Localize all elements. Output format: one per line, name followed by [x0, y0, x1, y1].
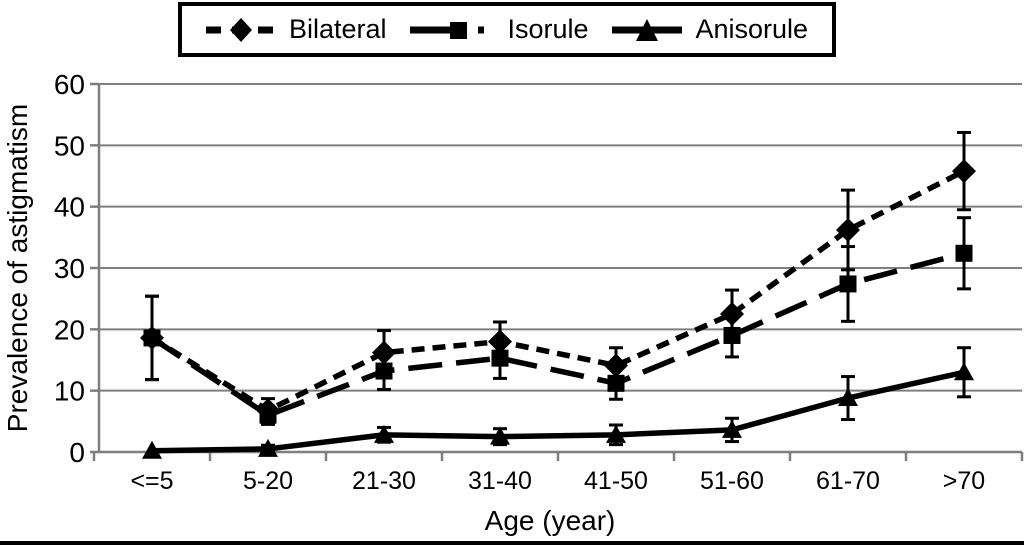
svg-text:10: 10: [54, 376, 85, 407]
svg-text:5-20: 5-20: [243, 467, 293, 495]
svg-text:31-40: 31-40: [468, 467, 532, 495]
legend-label-bilateral: Bilateral: [289, 14, 387, 44]
legend-item-isorule: Isorule: [410, 14, 589, 45]
figure-bottom-border: [0, 541, 1024, 545]
legend-label-isorule: Isorule: [507, 14, 589, 44]
legend-item-anisorule: Anisorule: [612, 15, 808, 45]
svg-text:21-30: 21-30: [352, 467, 416, 495]
svg-text:41-50: 41-50: [584, 467, 648, 495]
bilateral-dashed-line-icon: [206, 17, 276, 42]
chart-legend: Bilateral Isorule Anisorule: [178, 2, 836, 57]
isorule-longdash-line-icon: [410, 21, 495, 39]
svg-text:20: 20: [54, 314, 85, 345]
svg-text:50: 50: [54, 130, 85, 161]
svg-text:40: 40: [54, 192, 85, 223]
svg-text:30: 30: [54, 253, 85, 284]
svg-text:60: 60: [54, 69, 85, 100]
svg-text:51-60: 51-60: [700, 467, 764, 495]
x-axis-title: Age (year): [484, 505, 616, 536]
legend-item-bilateral: Bilateral: [206, 15, 387, 45]
svg-text:0: 0: [69, 437, 85, 468]
legend-label-anisorule: Anisorule: [695, 14, 808, 44]
svg-text:61-70: 61-70: [816, 467, 880, 495]
anisorule-solid-line-icon: [612, 18, 683, 41]
svg-text:<=5: <=5: [130, 467, 173, 495]
svg-text:>70: >70: [943, 467, 985, 495]
